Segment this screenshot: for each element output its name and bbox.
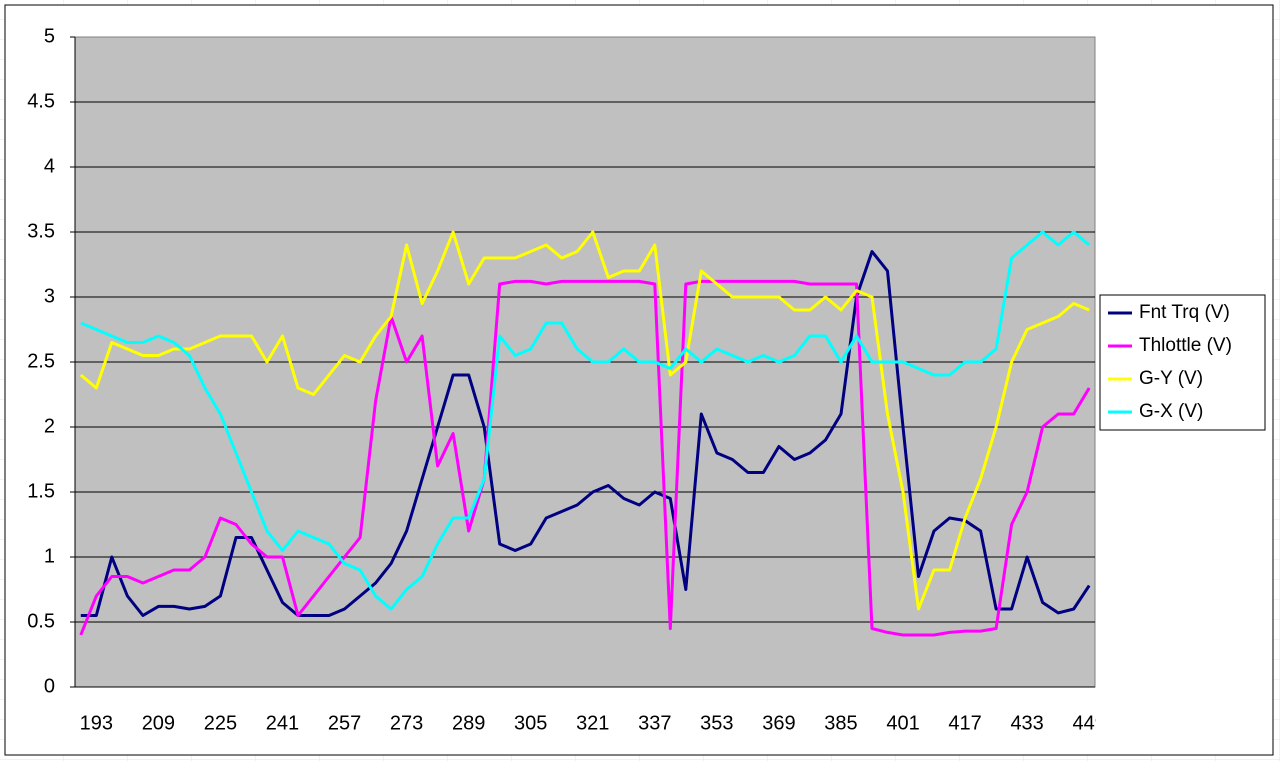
x-tick-label: 225 [204,712,237,734]
y-tick-label: 4.5 [27,90,55,112]
x-tick-label: 337 [638,712,671,734]
y-tick-label: 1 [44,545,55,567]
x-tick-label: 209 [142,712,175,734]
series-line [79,279,1091,637]
y-tick-label: 0 [44,675,55,697]
y-tick-label: 3.5 [27,220,55,242]
x-tick-label: 417 [948,712,981,734]
x-tick-label: 369 [762,712,795,734]
y-tick-label: 3 [44,285,55,307]
x-tick-label: 241 [266,712,299,734]
y-tick-label: 4 [44,155,55,177]
x-tick-label: 449 [1072,712,1105,734]
legend-label: Thlottle (V) [1139,335,1232,356]
series-line [80,230,1091,611]
x-tick-label: 257 [328,712,361,734]
series-line [79,230,1090,611]
x-tick-label: 289 [452,712,485,734]
x-tick-label: 273 [390,712,423,734]
x-tick-label: 321 [576,712,609,734]
y-tick-label: 2.5 [27,350,55,372]
y-tick-label: 2 [44,415,55,437]
legend-label: G-Y (V) [1139,368,1203,389]
x-tick-label: 385 [824,712,857,734]
x-tick-label: 353 [700,712,733,734]
legend-box [1099,294,1266,431]
x-tick-label: 401 [886,712,919,734]
x-tick-label: 433 [1010,712,1043,734]
series-line [80,250,1091,617]
y-tick-label: 0.5 [27,610,55,632]
y-tick-label: 5 [44,25,55,47]
x-tick-label: 305 [514,712,547,734]
legend-label: Fnt Trq (V) [1139,302,1230,323]
legend-label: G-X (V) [1139,401,1203,422]
y-tick-label: 1.5 [27,480,55,502]
x-tick-label: 193 [80,712,113,734]
